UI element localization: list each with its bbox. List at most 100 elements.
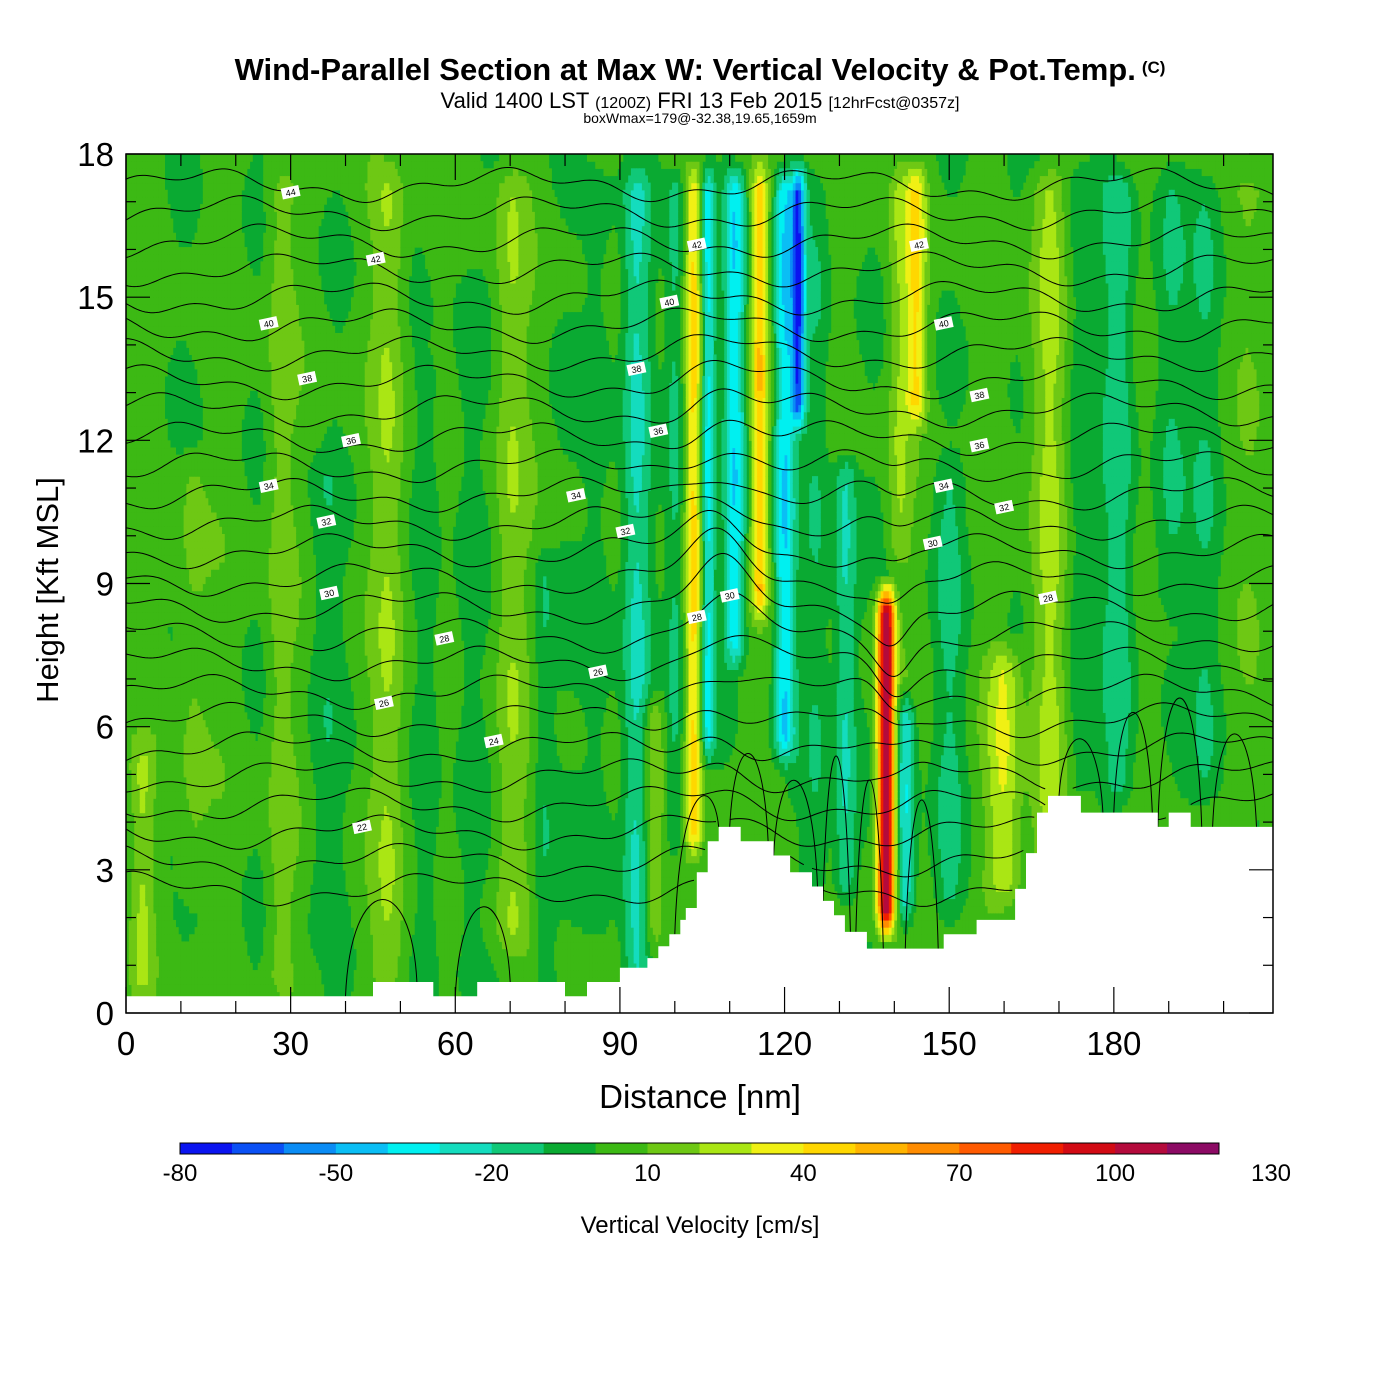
w-cell <box>131 726 135 735</box>
w-cell <box>169 876 174 885</box>
w-cell <box>161 239 166 248</box>
w-cell <box>158 569 163 577</box>
w-cell <box>180 519 185 527</box>
w-cell <box>172 726 176 735</box>
w-cell <box>145 705 149 713</box>
w-cell <box>238 440 242 449</box>
w-cell <box>126 712 130 721</box>
w-cell <box>150 282 155 291</box>
w-cell <box>150 354 155 363</box>
w-cell <box>126 168 130 177</box>
w-cell <box>136 884 141 892</box>
w-cell <box>131 526 135 534</box>
w-cell <box>158 347 163 356</box>
w-cell <box>145 182 149 191</box>
w-cell <box>167 970 171 978</box>
w-cell <box>150 554 155 563</box>
w-cell <box>158 726 163 735</box>
w-cell <box>161 984 166 993</box>
w-cell <box>156 934 160 943</box>
w-cell <box>147 712 152 721</box>
w-cell <box>164 583 168 592</box>
w-cell <box>150 325 155 334</box>
w-cell <box>178 454 182 463</box>
w-cell <box>131 712 135 721</box>
w-cell <box>136 919 141 928</box>
w-cell <box>164 690 168 699</box>
w-cell <box>142 440 146 449</box>
w-cell <box>150 375 155 384</box>
w-cell <box>150 318 155 327</box>
w-cell <box>164 655 168 663</box>
w-cell <box>150 161 155 169</box>
w-cell <box>161 740 166 749</box>
w-cell <box>145 791 149 799</box>
w-cell <box>175 805 179 814</box>
w-cell <box>161 347 166 356</box>
w-cell <box>147 977 152 985</box>
w-cell <box>169 576 174 585</box>
w-cell <box>128 970 133 978</box>
w-cell <box>167 583 171 592</box>
w-cell <box>167 898 171 907</box>
w-cell <box>153 898 157 907</box>
w-cell <box>175 726 179 735</box>
w-cell <box>172 647 176 656</box>
w-cell <box>139 970 144 978</box>
w-cell <box>164 504 168 513</box>
w-cell <box>172 919 176 928</box>
w-cell <box>150 690 155 699</box>
w-cell <box>131 204 135 212</box>
w-cell <box>158 576 163 585</box>
w-cell <box>136 554 141 563</box>
w-cell <box>134 411 138 420</box>
w-cell <box>145 290 149 298</box>
w-cell <box>178 655 182 663</box>
w-cell <box>156 290 160 298</box>
w-cell <box>167 676 171 685</box>
w-cell <box>167 669 171 678</box>
w-cell <box>150 540 155 549</box>
w-cell <box>161 547 166 556</box>
w-cell <box>249 497 253 506</box>
w-cell <box>147 440 152 449</box>
w-cell <box>175 476 179 484</box>
w-cell <box>131 919 135 928</box>
w-cell <box>153 626 157 635</box>
w-cell <box>131 783 135 792</box>
w-cell <box>126 161 130 169</box>
w-cell <box>142 232 146 241</box>
w-cell <box>156 948 160 957</box>
w-cell <box>169 776 174 785</box>
w-cell <box>169 662 174 670</box>
w-cell <box>158 418 163 427</box>
w-cell <box>172 569 176 577</box>
w-cell <box>150 927 155 935</box>
w-cell <box>139 769 144 778</box>
w-cell <box>156 540 160 549</box>
w-cell <box>180 311 185 320</box>
w-cell <box>156 476 160 484</box>
w-cell <box>145 325 149 334</box>
w-cell <box>134 562 138 570</box>
w-cell <box>180 755 185 764</box>
w-cell <box>161 268 166 277</box>
w-cell <box>128 526 133 534</box>
w-cell <box>147 604 152 613</box>
w-cell <box>153 862 157 871</box>
w-cell <box>147 970 152 978</box>
w-cell <box>156 354 160 363</box>
w-cell <box>150 347 155 356</box>
w-cell <box>164 196 168 205</box>
w-cell <box>169 540 174 549</box>
w-cell <box>134 970 138 978</box>
w-cell <box>145 819 149 828</box>
w-cell <box>164 919 168 928</box>
w-cell <box>136 211 141 220</box>
w-cell <box>150 311 155 320</box>
w-cell <box>139 619 144 628</box>
w-cell <box>153 397 157 406</box>
w-cell <box>169 612 174 620</box>
w-cell <box>153 282 157 291</box>
w-cell <box>246 719 251 728</box>
